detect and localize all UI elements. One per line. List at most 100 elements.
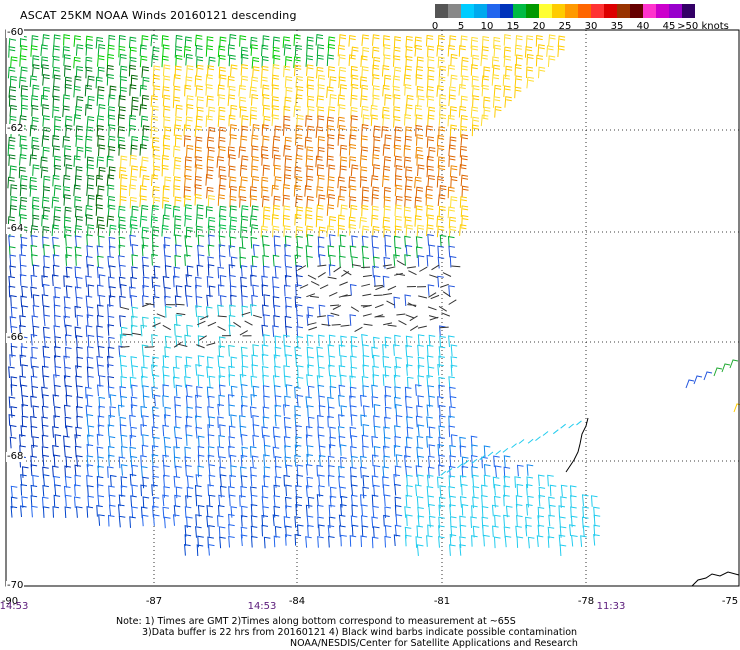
wind-barb — [393, 534, 401, 547]
wind-barb — [350, 74, 359, 87]
wind-barb — [427, 455, 435, 468]
wind-barb — [337, 44, 345, 57]
wind-barb — [217, 84, 225, 97]
wind-barb — [317, 236, 325, 249]
wind-barb — [107, 514, 115, 527]
wind-barb — [461, 56, 469, 69]
wind-barb — [284, 136, 292, 149]
wind-barb — [261, 284, 269, 297]
wind-barb — [537, 44, 545, 56]
wind-barb — [327, 396, 334, 409]
wind-barb — [250, 486, 257, 499]
wind-barb — [41, 434, 49, 447]
wind-barb — [97, 465, 104, 478]
wind-barb — [249, 215, 258, 227]
wind-barb — [139, 44, 147, 57]
wind-barb — [461, 185, 469, 198]
wind-barb — [240, 395, 248, 408]
wind-barb — [305, 396, 313, 408]
wind-barb — [295, 284, 302, 296]
wind-barb — [218, 526, 226, 538]
wind-barb — [337, 426, 345, 438]
wind-barb — [65, 394, 73, 407]
wind-barb — [318, 304, 326, 317]
wind-barb — [172, 205, 180, 218]
wind-barb — [361, 196, 369, 209]
wind-barb — [481, 506, 489, 518]
wind-barb — [184, 204, 192, 216]
wind-barb — [241, 446, 248, 459]
wind-barb — [261, 154, 269, 166]
wind-barb — [186, 65, 194, 77]
wind-barb — [417, 334, 425, 346]
wind-barb — [459, 224, 467, 236]
wind-barb — [405, 176, 413, 188]
wind-barb — [162, 454, 169, 467]
wind-barb — [118, 276, 126, 289]
wind-barb — [217, 266, 225, 279]
wind-barb — [108, 236, 116, 249]
wind-barb — [95, 194, 103, 207]
wind-barb — [350, 366, 358, 379]
wind-barb — [294, 44, 302, 57]
wind-barb — [207, 194, 215, 207]
wind-barb — [261, 353, 269, 366]
wind-barb — [230, 294, 237, 307]
wind-barb — [284, 496, 292, 509]
colorbar-tick-label: 25 — [558, 21, 572, 32]
wind-barb — [206, 515, 213, 528]
wind-barb — [206, 166, 214, 178]
wind-barb — [238, 186, 246, 198]
wind-barb — [282, 124, 291, 136]
wind-barb — [241, 311, 251, 316]
wind-barb — [383, 186, 391, 199]
wind-barb — [404, 395, 412, 408]
wind-barb — [218, 435, 225, 447]
wind-barb — [164, 265, 172, 277]
wind-barb — [162, 506, 170, 519]
wind-barb — [251, 364, 259, 376]
wind-barb — [299, 284, 309, 289]
wind-barb — [428, 146, 436, 159]
wind-barb — [207, 65, 215, 77]
wind-barb — [340, 534, 347, 547]
wind-barb — [448, 225, 457, 238]
wind-barb — [174, 234, 182, 247]
coastline-segment — [565, 417, 589, 473]
lat-label: -60 — [6, 27, 25, 38]
wind-barb — [107, 466, 114, 478]
wind-barb — [140, 506, 148, 519]
wind-barb — [317, 426, 324, 439]
wind-barb — [164, 255, 171, 267]
wind-barb — [119, 86, 127, 99]
wind-barb — [493, 536, 501, 549]
wind-barb — [97, 224, 105, 236]
wind-barb — [109, 394, 117, 406]
wind-barb — [108, 245, 116, 258]
wind-barb — [19, 434, 26, 446]
wind-barb — [74, 75, 82, 88]
wind-barb — [251, 56, 260, 69]
wind-barb — [471, 466, 478, 478]
wind-barb — [361, 376, 369, 388]
wind-barb — [142, 355, 150, 367]
wind-barb — [75, 365, 82, 377]
wind-barb — [404, 235, 411, 248]
wind-barb — [9, 265, 16, 278]
wind-barb — [305, 426, 313, 438]
wind-barb — [53, 494, 61, 507]
wind-barb — [318, 366, 325, 379]
wind-barb — [185, 395, 193, 408]
wind-barb — [252, 385, 260, 398]
wind-barb — [340, 355, 347, 367]
wind-barb — [326, 225, 334, 237]
wind-barb — [362, 385, 369, 397]
wind-barb — [338, 34, 347, 46]
wind-barb — [296, 314, 304, 327]
wind-barb — [307, 306, 314, 319]
wind-barb — [186, 104, 194, 116]
wind-barb — [437, 275, 444, 288]
wind-barb — [570, 495, 577, 507]
wind-barb — [52, 465, 59, 478]
wind-barb — [350, 115, 358, 127]
